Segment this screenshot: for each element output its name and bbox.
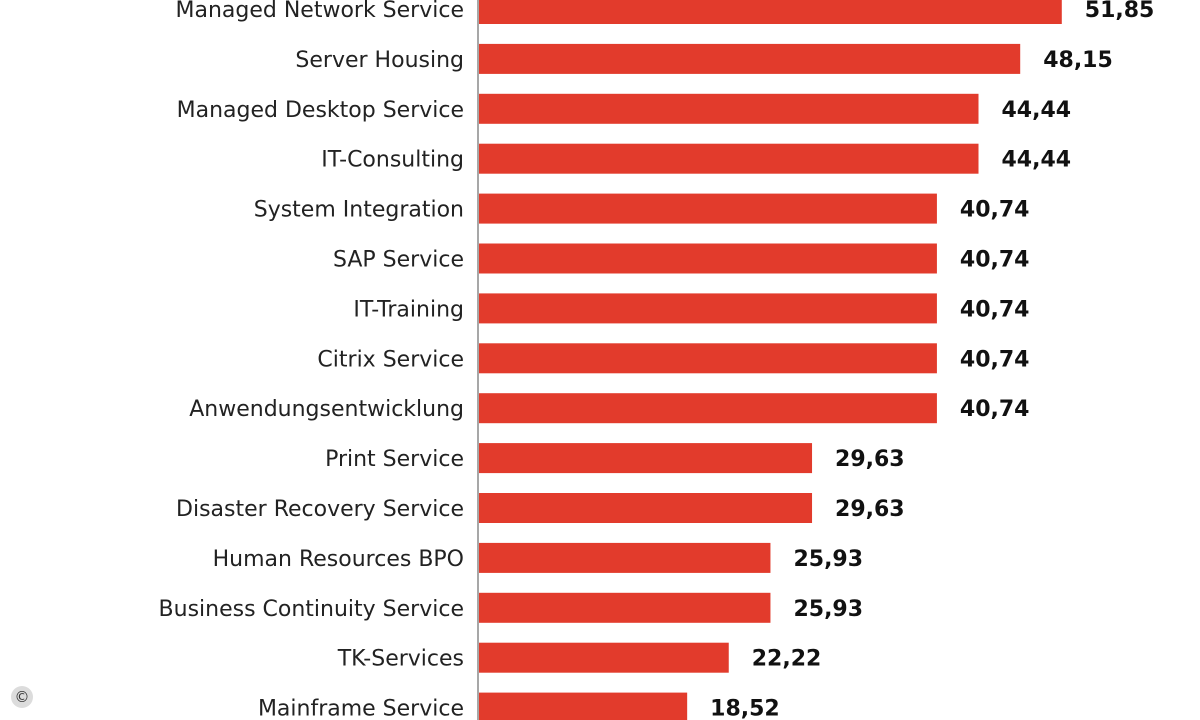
- data-label: 51,85: [1085, 0, 1155, 23]
- data-label: 40,74: [960, 248, 1030, 273]
- category-label: Managed Desktop Service: [177, 98, 464, 123]
- category-label: TK-Services: [337, 647, 464, 672]
- bar: [479, 443, 813, 474]
- copyright-icon: ©: [11, 686, 33, 708]
- category-label: Mainframe Service: [258, 697, 464, 720]
- bar: [479, 0, 1062, 24]
- bar: [479, 343, 937, 374]
- data-label: 48,15: [1043, 48, 1113, 73]
- data-label: 29,63: [835, 447, 905, 472]
- bar: [479, 93, 979, 124]
- bar: [479, 193, 937, 224]
- category-label: IT-Training: [353, 297, 464, 322]
- category-label: SAP Service: [333, 248, 464, 273]
- data-label: 22,22: [752, 647, 822, 672]
- category-label: IT-Consulting: [321, 148, 464, 173]
- category-label: Disaster Recovery Service: [176, 497, 464, 522]
- data-label: 40,74: [960, 397, 1030, 422]
- data-label: 29,63: [835, 497, 905, 522]
- data-label: 40,74: [960, 347, 1030, 372]
- bar: [479, 293, 937, 324]
- category-label: Server Housing: [295, 48, 464, 73]
- category-label: Human Resources BPO: [213, 547, 464, 572]
- bar: [479, 243, 937, 274]
- data-label: 44,44: [1002, 98, 1072, 123]
- category-label: System Integration: [254, 198, 464, 223]
- data-label: 40,74: [960, 198, 1030, 223]
- bar: [479, 493, 813, 523]
- data-label: 44,44: [1002, 148, 1072, 173]
- bar: [479, 592, 771, 623]
- category-label: Managed Network Service: [175, 0, 464, 23]
- bar: [479, 692, 688, 720]
- category-label: Business Continuity Service: [159, 597, 464, 622]
- data-label: 40,74: [960, 297, 1030, 322]
- bar: [479, 542, 771, 573]
- bar: [479, 43, 1021, 74]
- bar: [479, 393, 937, 424]
- bar: [479, 642, 729, 673]
- data-label: 25,93: [793, 547, 863, 572]
- category-label: Citrix Service: [317, 347, 464, 372]
- data-label: 25,93: [793, 597, 863, 622]
- category-label: Print Service: [325, 447, 464, 472]
- category-label: Anwendungsentwicklung: [189, 397, 464, 422]
- bar: [479, 143, 979, 174]
- data-label: 18,52: [710, 697, 780, 720]
